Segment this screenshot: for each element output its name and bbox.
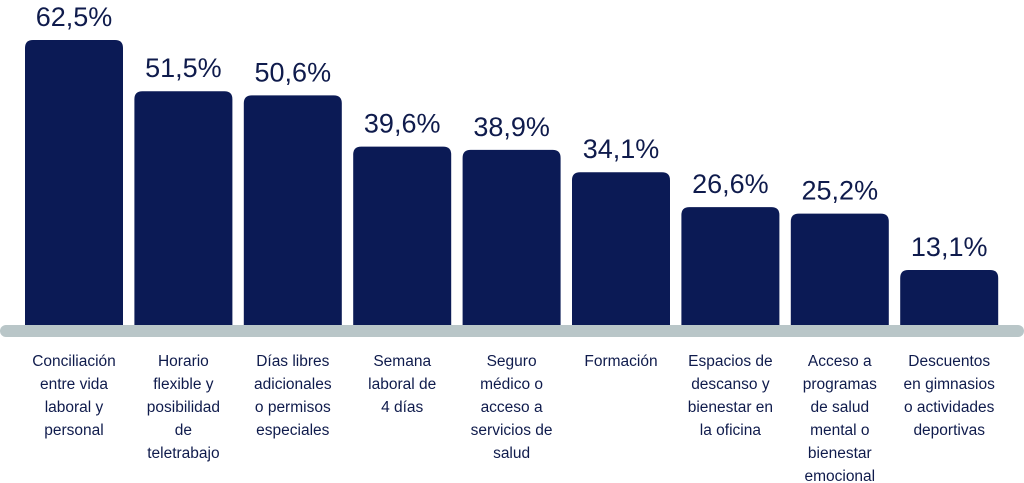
bar-3 bbox=[243, 95, 342, 331]
bar-value-label-9: 13,1% bbox=[911, 232, 988, 262]
value-labels-group: 62,5% 51,5% 50,6% 39,6% 38,9% 34,1% 26,6% 25,2%… bbox=[36, 2, 988, 262]
bar-value-label-4: 39,6% bbox=[364, 109, 441, 139]
bar-value-label-2: 51,5% bbox=[145, 53, 222, 83]
bar-value-label-1: 62,5% bbox=[36, 2, 113, 32]
bar-value-label-7: 26,6% bbox=[692, 169, 769, 199]
category-label-9: Descuentos en gimnasios o actividades depor… bbox=[904, 353, 996, 439]
bars-group bbox=[25, 40, 999, 331]
category-label-8: Acceso a programas de salud mental o bienest… bbox=[803, 353, 877, 483]
bar-9 bbox=[900, 270, 999, 331]
category-label-7: Espacios de descanso y bienestar en la ofic… bbox=[688, 353, 773, 439]
category-label-1: Conciliación entre vida laboral y personal bbox=[32, 353, 116, 439]
bar-8 bbox=[790, 213, 889, 331]
bar-value-label-3: 50,6% bbox=[255, 57, 332, 87]
category-labels-group: Conciliación entre vida laboral y personal H… bbox=[32, 353, 995, 483]
category-label-5: Seguro médico o acceso a servicios de salud bbox=[471, 353, 553, 462]
category-label-6: Formación bbox=[584, 353, 657, 370]
bar-6 bbox=[572, 172, 670, 331]
bar-2 bbox=[134, 91, 233, 331]
bar-1 bbox=[25, 40, 123, 331]
bar-value-label-6: 34,1% bbox=[583, 134, 660, 164]
category-label-2: Horario flexible y posibilidad de teletrabaj… bbox=[147, 353, 220, 462]
bar-value-label-5: 38,9% bbox=[473, 112, 550, 142]
category-label-3: Días libres adicionales o permisos especial… bbox=[254, 353, 332, 439]
bar-value-label-8: 25,2% bbox=[802, 176, 879, 206]
bar-4 bbox=[353, 146, 452, 331]
bar-7 bbox=[681, 207, 780, 331]
bar-5 bbox=[462, 149, 561, 331]
chart-baseline bbox=[0, 325, 1024, 337]
category-label-4: Semana laboral de 4 días bbox=[368, 353, 436, 416]
